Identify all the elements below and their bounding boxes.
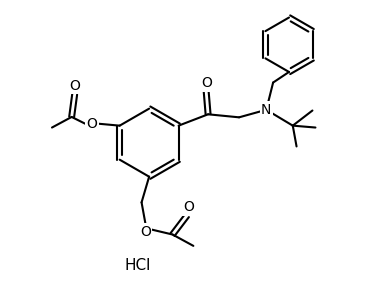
Text: O: O xyxy=(69,79,80,93)
Text: HCl: HCl xyxy=(124,258,151,273)
Text: O: O xyxy=(140,225,151,238)
Text: N: N xyxy=(261,103,272,117)
Text: O: O xyxy=(183,200,194,214)
Text: O: O xyxy=(201,76,212,90)
Text: O: O xyxy=(87,117,98,131)
